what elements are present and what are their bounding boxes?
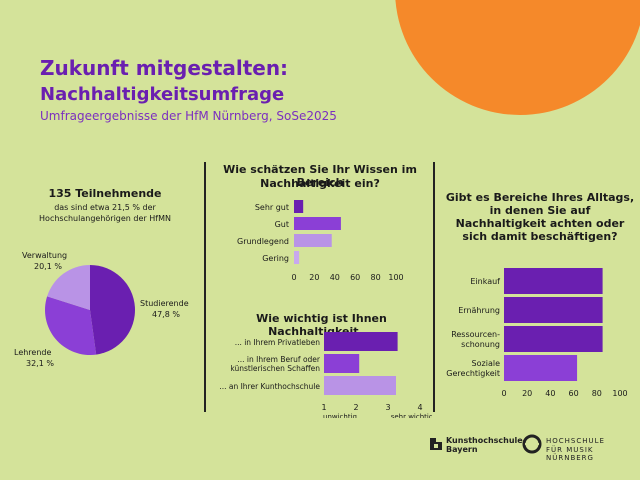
knowledge-category-label-3: Gering bbox=[262, 254, 289, 263]
page-title-line1: Zukunft mitgestalten: bbox=[40, 56, 289, 80]
knowledge-xtick-2: 40 bbox=[330, 273, 340, 282]
importance-bar-0 bbox=[324, 332, 398, 351]
everyday-category-label-3-line2: Gerechtigkeit bbox=[446, 369, 500, 378]
everyday-bar-0 bbox=[504, 268, 603, 294]
everyday-bar-chart: Einkauf Ernährung Ressourcen-schonung Sozia… bbox=[446, 268, 628, 398]
importance-scale-high-label: sehr wichtig bbox=[391, 413, 432, 418]
knowledge-bar-1 bbox=[294, 217, 341, 230]
importance-xtick-1: 2 bbox=[353, 403, 358, 412]
everyday-title-line2: in denen Sie auf bbox=[489, 204, 591, 217]
hfm-nuernberg-logo-icon bbox=[522, 434, 542, 454]
everyday-xtick-0: 0 bbox=[501, 389, 506, 398]
pie-value-label-2: 20,1 % bbox=[34, 262, 62, 271]
knowledge-bar-2 bbox=[294, 234, 332, 247]
importance-scale-low-label: unwichtig bbox=[323, 413, 357, 418]
everyday-xtick-4: 80 bbox=[592, 389, 602, 398]
everyday-bar-3 bbox=[504, 355, 578, 381]
pie-label-0: Studierende bbox=[140, 299, 189, 308]
knowledge-bar-chart: Sehr gut Gut Grundlegend Gering 0 20 40 60 80 100 bbox=[237, 200, 404, 282]
knowledge-xtick-5: 100 bbox=[388, 273, 403, 282]
knowledge-xtick-0: 0 bbox=[291, 273, 296, 282]
everyday-category-label-0: Einkauf bbox=[470, 277, 500, 286]
knowledge-category-label-2: Grundlegend bbox=[237, 237, 289, 246]
everyday-xtick-5: 100 bbox=[612, 389, 627, 398]
knowledge-title-line1: Wie schätzen Sie Ihr Wissen im Bereich bbox=[223, 163, 417, 189]
knowledge-bar-0 bbox=[294, 200, 304, 213]
pie-slice-1 bbox=[44, 296, 97, 355]
participants-headline: 135 Teilnehmende bbox=[48, 187, 162, 200]
everyday-category-label-2-line2: schonung bbox=[461, 340, 500, 349]
knowledge-bar-3 bbox=[294, 251, 300, 264]
knowledge-xtick-1: 20 bbox=[309, 273, 319, 282]
everyday-xtick-2: 40 bbox=[545, 389, 555, 398]
knowledge-xtick-3: 60 bbox=[350, 273, 360, 282]
importance-xtick-3: 4 bbox=[417, 403, 422, 412]
everyday-xtick-1: 20 bbox=[522, 389, 532, 398]
divider-right bbox=[433, 162, 435, 412]
logo-right-line1: HOCHSCHULE bbox=[546, 437, 605, 445]
page-title-line2: Nachhaltigkeitsumfrage bbox=[40, 84, 285, 105]
everyday-title-line3: Nachhaltigkeit achten oder bbox=[455, 217, 625, 230]
everyday-bar-1 bbox=[504, 297, 603, 323]
importance-category-label-1: ... in Ihrem Beruf oder bbox=[237, 355, 321, 364]
everyday-category-label-1: Ernährung bbox=[458, 306, 500, 315]
knowledge-title-line2: Nachhaltigkeit ein? bbox=[260, 177, 380, 190]
pie-slice-2 bbox=[47, 265, 90, 310]
everyday-xtick-3: 60 bbox=[569, 389, 579, 398]
importance-category-label-2: ... an Ihrer Kunthochschule bbox=[219, 382, 320, 391]
importance-xtick-0: 1 bbox=[321, 403, 326, 412]
pie-label-2: Verwaltung bbox=[22, 251, 67, 260]
importance-bar-chart: ... in Ihrem Privatleben ... in Ihrem Ber… bbox=[219, 332, 432, 418]
pie-value-label-1: 32,1 % bbox=[26, 359, 54, 368]
everyday-bar-2 bbox=[504, 326, 603, 352]
pie-chart: Studierende 47,8 % Lehrende 32,1 % Verwaltun… bbox=[14, 251, 189, 368]
importance-bar-1 bbox=[324, 354, 360, 373]
importance-category-label-0: ... in Ihrem Privatleben bbox=[235, 338, 321, 347]
importance-xtick-2: 3 bbox=[385, 403, 390, 412]
logo-left-line1: Kunsthochschule bbox=[446, 436, 523, 445]
importance-bar-2 bbox=[324, 376, 396, 395]
logo-right-line2: FÜR MUSIK NÜRNBERG bbox=[546, 446, 594, 462]
logo-left-line2: Bayern bbox=[446, 445, 478, 454]
pie-value-label-0: 47,8 % bbox=[152, 310, 180, 319]
everyday-category-label-2: Ressourcen- bbox=[451, 330, 500, 339]
orange-circle bbox=[395, 0, 640, 115]
knowledge-category-label-1: Gut bbox=[275, 220, 289, 229]
participants-note-line2: Hochschulangehörigen der HfMN bbox=[39, 214, 171, 223]
divider-left bbox=[204, 162, 206, 412]
kunsthochschule-bayern-logo-icon bbox=[430, 438, 442, 450]
everyday-category-label-3: Soziale bbox=[472, 359, 501, 368]
knowledge-category-label-0: Sehr gut bbox=[255, 203, 289, 212]
everyday-title-line1: Gibt es Bereiche Ihres Alltags, bbox=[445, 191, 635, 204]
pie-label-1: Lehrende bbox=[14, 348, 51, 357]
knowledge-xtick-4: 80 bbox=[371, 273, 381, 282]
participants-note-line1: das sind etwa 21,5 % der bbox=[54, 203, 156, 212]
importance-category-label-1-line2: künstlerischen Schaffen bbox=[230, 364, 320, 373]
pie-slice-0 bbox=[90, 265, 135, 355]
page-subtitle: Umfrageergebnisse der HfM Nürnberg, SoSe… bbox=[40, 109, 337, 123]
everyday-title-line4: sich damit beschäftigen? bbox=[462, 230, 618, 243]
